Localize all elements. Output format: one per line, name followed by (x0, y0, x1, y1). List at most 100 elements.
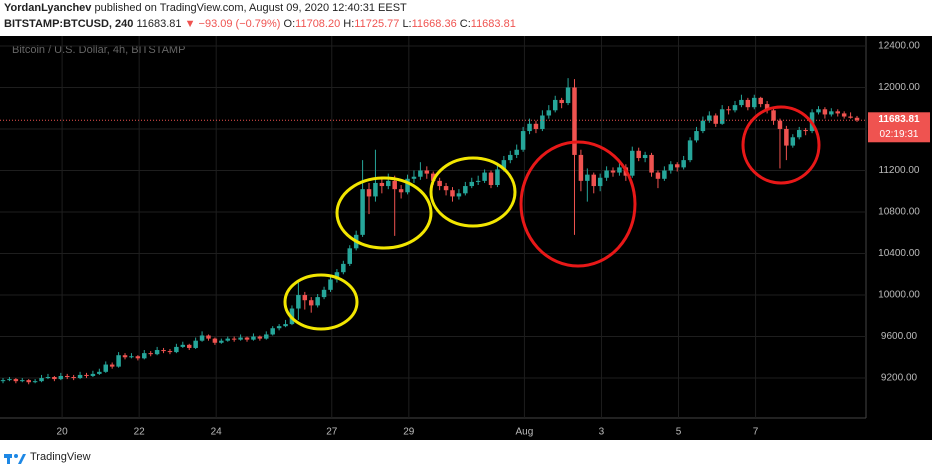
countdown-label: 02:19:31 (880, 129, 919, 140)
candle-body (719, 109, 725, 124)
ohlc-value: 11683.81 (470, 18, 516, 30)
candle-body (148, 353, 153, 355)
candle-body (674, 164, 680, 168)
x-tick-label: 3 (599, 427, 605, 438)
ohlc-label: H: (343, 18, 355, 30)
candle-body (212, 338, 218, 343)
candle-body (20, 380, 25, 382)
candle-body (777, 120, 783, 129)
candle-body (488, 172, 494, 186)
candle-body (630, 150, 635, 176)
candle-body (7, 379, 12, 381)
candle-body (109, 364, 115, 367)
candle-body (796, 130, 802, 138)
candle-body (713, 115, 718, 124)
candle-body (649, 154, 654, 173)
candle-body (379, 182, 385, 187)
candle-body (360, 189, 365, 235)
x-tick-label: 22 (134, 427, 146, 438)
candle-body (790, 137, 796, 146)
x-tick-label: 29 (403, 427, 415, 438)
header-line: BITSTAMP:BTCUSD, 240 11683.81 ▼ −93.09 (… (4, 18, 516, 30)
candle-body (321, 289, 327, 298)
candle-body (167, 351, 173, 353)
candle-body (585, 174, 590, 181)
candle-body (758, 97, 763, 105)
candle-body (771, 110, 776, 121)
highlight-circle (335, 176, 433, 250)
candle-body (206, 335, 211, 339)
candle-body (816, 109, 821, 113)
candle-body (707, 115, 712, 121)
ohlc-label: C: (459, 18, 471, 30)
candle-body (456, 193, 462, 197)
candle-body (373, 182, 378, 197)
ohlc-value: 11708.20 (295, 18, 341, 30)
candle-body (180, 344, 186, 347)
highlight-circle (429, 156, 517, 228)
highlight-circle (283, 273, 359, 331)
candle-body (662, 170, 667, 179)
candle-body (71, 377, 76, 379)
candle-body (296, 295, 301, 309)
candle-body (219, 340, 224, 343)
candle-body (244, 337, 250, 340)
candle-body (520, 131, 526, 150)
x-tick-label: 7 (753, 427, 759, 438)
candle-body (764, 104, 770, 111)
candle-body (854, 117, 860, 121)
candle-body (482, 172, 487, 181)
candle-body (617, 167, 622, 173)
candle-body (142, 353, 147, 359)
last-price-label: 11683.81 (878, 114, 920, 125)
candle-body (129, 356, 134, 358)
candle-body (405, 178, 410, 193)
candle-body (681, 160, 686, 168)
y-tick-label: 9200.00 (881, 373, 918, 384)
candle-body (546, 110, 552, 116)
y-tick-label: 10400.00 (878, 248, 920, 259)
candle-body (533, 123, 539, 129)
candle-body (508, 154, 513, 161)
chart: Bitcoin / U.S. Dollar, 4h, BITSTAMP 9200… (0, 36, 932, 440)
logo (4, 454, 26, 464)
footer-brand: TradingView (30, 451, 91, 463)
candle-body (694, 131, 699, 141)
x-tick-label: 24 (211, 427, 223, 438)
watermark: Bitcoin / U.S. Dollar, 4h, BITSTAMP (12, 44, 185, 56)
header-line: YordanLyanchev published on TradingView.… (4, 2, 407, 14)
x-tick-label: 27 (326, 427, 338, 438)
candle-body (604, 170, 609, 178)
candle-body (251, 336, 256, 340)
x-tick-label: 5 (676, 427, 682, 438)
candle-body (308, 300, 314, 306)
candle-body (784, 128, 789, 146)
candle-body (591, 174, 596, 187)
candle-body (829, 111, 834, 115)
candle-body (366, 189, 372, 197)
y-tick-label: 10800.00 (878, 207, 920, 218)
last-price-box (868, 112, 930, 143)
candle-body (424, 170, 430, 174)
candle-body (552, 99, 558, 111)
candle-body (161, 350, 166, 352)
candle-body (90, 373, 96, 376)
candle-body (283, 324, 288, 327)
candle-body (347, 248, 352, 264)
candle-body (495, 169, 500, 186)
y-tick-label: 12400.00 (878, 41, 920, 52)
candle-body (597, 177, 603, 187)
highlight-circle (519, 140, 637, 268)
candle-body (264, 334, 269, 339)
y-tick-label: 11200.00 (879, 165, 920, 176)
candle-body (270, 328, 275, 335)
candle-body (540, 115, 545, 129)
ohlc-label: L: (402, 18, 412, 30)
x-tick-label: 20 (57, 427, 69, 438)
candle-body (174, 346, 179, 353)
change: ▼ −93.09 (−0.79%) (184, 18, 281, 30)
candle-body (437, 180, 442, 187)
candle-body (13, 379, 19, 382)
candle-body (186, 344, 192, 348)
candle-body (475, 180, 481, 182)
